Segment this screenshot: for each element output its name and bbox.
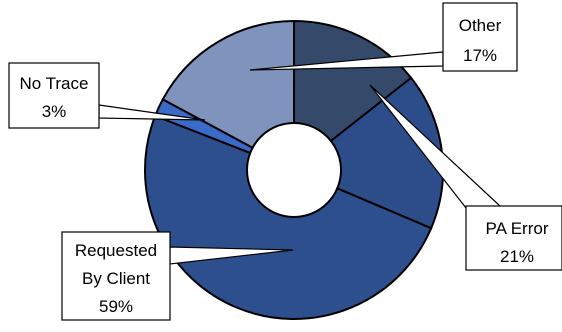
data-label-pa-error: 21% (500, 247, 534, 266)
data-label-other: 17% (463, 46, 497, 65)
category-label-requested-by-client: Requested (75, 241, 157, 260)
callout-box (465, 205, 562, 271)
callout-box (61, 231, 171, 321)
data-label-no-trace: 3% (42, 102, 67, 121)
chart-callouts: Other 17% PA Error 21% Requested By Client 59%… (8, 2, 562, 321)
category-label-requested-by-client: By Client (82, 269, 150, 288)
category-label-pa-error: PA Error (486, 219, 549, 238)
slice-pa-error (329, 76, 444, 230)
slice-other (293, 19, 413, 143)
data-label-requested-by-client: 59% (99, 297, 133, 316)
callout-other: Other 17% (249, 2, 518, 72)
slice-unlabeled (161, 19, 295, 150)
slice-requested-by-client (144, 114, 433, 320)
callout-box (442, 2, 518, 72)
callout-box (8, 62, 100, 129)
category-label-no-trace: No Trace (20, 74, 89, 93)
callout-no-trace: No Trace 3% (8, 62, 206, 129)
category-label-other: Other (459, 16, 502, 35)
callout-requested-by-client: Requested By Client 59% (61, 231, 294, 321)
chart-segments (144, 19, 444, 320)
callout-pa-error: PA Error 21% (369, 84, 562, 271)
